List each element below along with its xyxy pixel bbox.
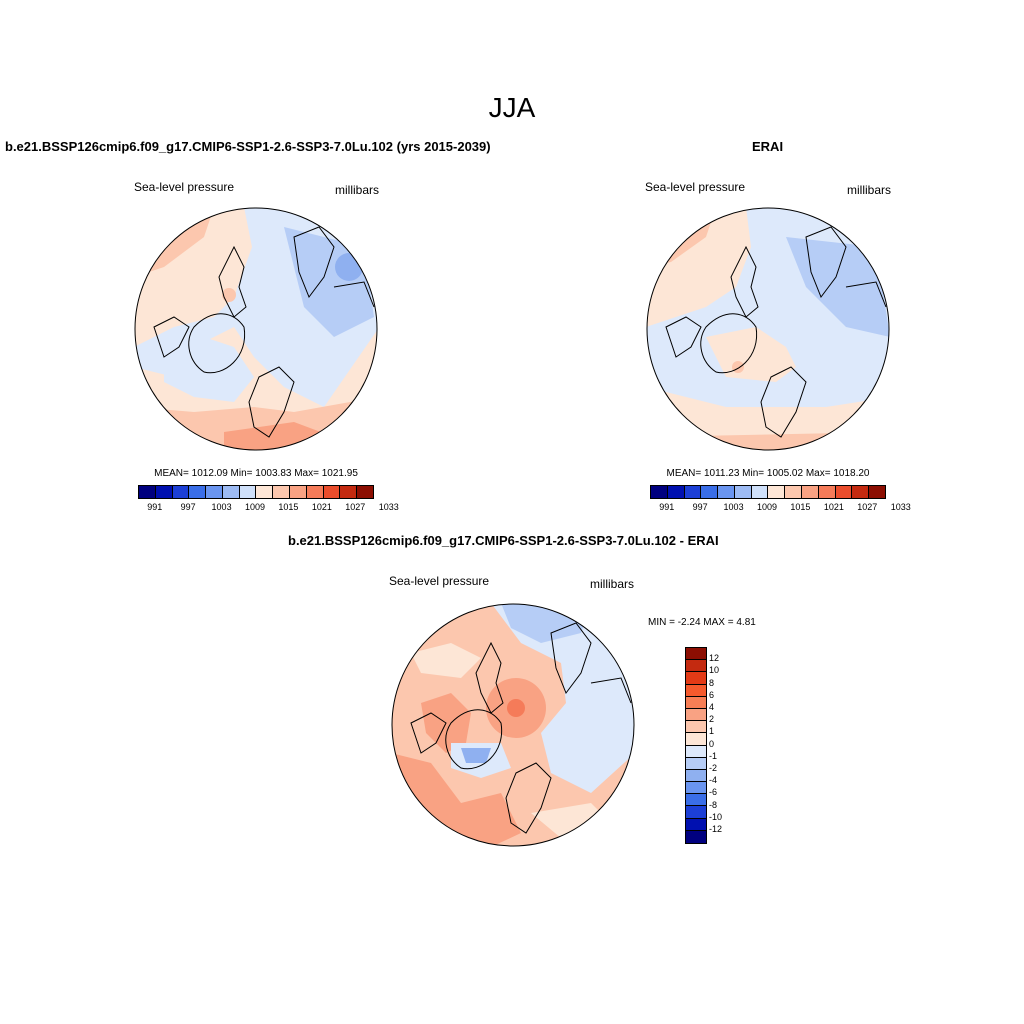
colorbar-swatch <box>189 486 207 498</box>
colorbar-swatch <box>686 708 706 722</box>
colorbar-tick-label: 1021 <box>311 502 332 512</box>
colorbar-tick-label: 1015 <box>278 502 299 512</box>
obs-colorbar <box>650 485 886 499</box>
colorbar-swatch <box>239 486 257 498</box>
diff-variable-label: Sea-level pressure <box>389 574 490 588</box>
colorbar-swatch <box>684 486 702 498</box>
colorbar-swatch <box>686 782 706 795</box>
colorbar-tick-label: 0 <box>709 738 715 749</box>
colorbar-tick-label: 8 <box>709 677 715 688</box>
colorbar-swatch <box>686 769 706 783</box>
colorbar-tick-label: 1009 <box>756 502 778 512</box>
colorbar-tick-label: 1033 <box>378 502 399 512</box>
colorbar-tick-label: -10 <box>709 811 723 822</box>
colorbar-tick-label: 12 <box>709 653 720 664</box>
obs-colorbar-ticks: 991 997 1003 1009 1015 1021 1027 1033 <box>650 502 911 514</box>
colorbar-tick-label: 1015 <box>790 502 811 512</box>
colorbar-swatch <box>155 486 173 498</box>
colorbar-swatch <box>686 733 706 746</box>
colorbar-swatch <box>667 486 685 498</box>
colorbar-tick-label: 2 <box>709 714 715 725</box>
model-colorbar-ticks: 991 997 1003 1009 1015 1021 1027 1033 <box>138 502 399 514</box>
colorbar-swatch <box>256 486 274 498</box>
colorbar-tick-label: 997 <box>692 502 708 512</box>
colorbar-tick-label: -1 <box>709 750 718 761</box>
colorbar-tick-label: -6 <box>709 787 718 798</box>
colorbar-swatch <box>751 486 769 498</box>
colorbar-swatch <box>686 672 706 685</box>
colorbar-tick-label: 1 <box>709 726 715 737</box>
colorbar-swatch <box>172 486 190 498</box>
colorbar-swatch <box>686 794 706 807</box>
colorbar-swatch <box>686 696 706 709</box>
diff-colorbar-ticks: 12 10 8 6 4 2 1 0 -1 -2 -4 -6 -8 -10 -12 <box>709 647 749 847</box>
model-polar-map <box>134 207 378 451</box>
colorbar-tick-label: -8 <box>709 799 718 810</box>
colorbar-tick-label: 6 <box>709 689 715 700</box>
colorbar-swatch <box>835 486 853 498</box>
colorbar-tick-label: 10 <box>709 665 720 676</box>
colorbar-swatch <box>222 486 240 498</box>
colorbar-tick-label: 4 <box>709 702 715 712</box>
colorbar-tick-label: -4 <box>709 775 718 786</box>
colorbar-tick-label: 1003 <box>211 502 232 512</box>
diff-panel-title: b.e21.BSSP126cmip6.f09_g17.CMIP6-SSP1-2.… <box>288 533 719 548</box>
colorbar-swatch <box>686 745 706 758</box>
colorbar-swatch <box>139 486 156 498</box>
obs-variable-label: Sea-level pressure <box>645 180 746 194</box>
obs-stats: MEAN= 1011.23 Min= 1005.02 Max= 1018.20 <box>666 468 870 479</box>
model-panel-title: b.e21.BSSP126cmip6.f09_g17.CMIP6-SSP1-2.… <box>5 139 491 154</box>
colorbar-swatch <box>802 486 819 498</box>
figure-title: JJA <box>488 92 536 123</box>
obs-polar-map <box>646 207 890 451</box>
colorbar-swatch <box>651 486 668 498</box>
colorbar-tick-label: -2 <box>709 763 718 773</box>
colorbar-swatch <box>686 757 706 770</box>
colorbar-tick-label: -12 <box>709 824 723 834</box>
obs-units-label: millibars <box>847 183 892 197</box>
model-variable-label: Sea-level pressure <box>134 180 235 194</box>
colorbar-tick-label: 991 <box>147 502 163 512</box>
colorbar-swatch <box>686 648 706 661</box>
colorbar-swatch <box>734 486 752 498</box>
colorbar-swatch <box>785 486 803 498</box>
colorbar-swatch <box>686 830 706 843</box>
colorbar-swatch <box>818 486 836 498</box>
diff-polar-map <box>391 603 635 847</box>
colorbar-tick-label: 1021 <box>823 502 844 512</box>
model-colorbar <box>138 485 374 499</box>
colorbar-swatch <box>686 806 706 819</box>
colorbar-swatch <box>323 486 341 498</box>
colorbar-tick-label: 1009 <box>244 502 266 512</box>
colorbar-tick-label: 1033 <box>890 502 911 512</box>
colorbar-swatch <box>290 486 307 498</box>
diff-stats: MIN = -2.24 MAX = 4.81 <box>648 617 756 628</box>
colorbar-swatch <box>306 486 324 498</box>
diff-units-label: millibars <box>590 577 635 591</box>
diff-colorbar <box>685 647 707 844</box>
colorbar-tick-label: 1027 <box>857 502 878 512</box>
colorbar-tick-label: 1003 <box>723 502 744 512</box>
colorbar-swatch <box>701 486 719 498</box>
colorbar-swatch <box>686 684 706 697</box>
colorbar-swatch <box>340 486 358 498</box>
colorbar-swatch <box>718 486 735 498</box>
colorbar-swatch <box>768 486 786 498</box>
colorbar-swatch <box>686 721 706 734</box>
colorbar-swatch <box>686 818 706 831</box>
colorbar-swatch <box>852 486 870 498</box>
colorbar-tick-label: 991 <box>659 502 675 512</box>
colorbar-swatch <box>357 486 373 498</box>
colorbar-swatch <box>273 486 291 498</box>
colorbar-swatch <box>686 660 706 673</box>
model-units-label: millibars <box>335 183 380 197</box>
model-stats: MEAN= 1012.09 Min= 1003.83 Max= 1021.95 <box>154 468 358 479</box>
obs-panel-title: ERAI <box>752 139 784 154</box>
colorbar-tick-label: 1027 <box>345 502 366 512</box>
colorbar-swatch <box>869 486 885 498</box>
colorbar-tick-label: 997 <box>180 502 196 512</box>
colorbar-swatch <box>206 486 223 498</box>
